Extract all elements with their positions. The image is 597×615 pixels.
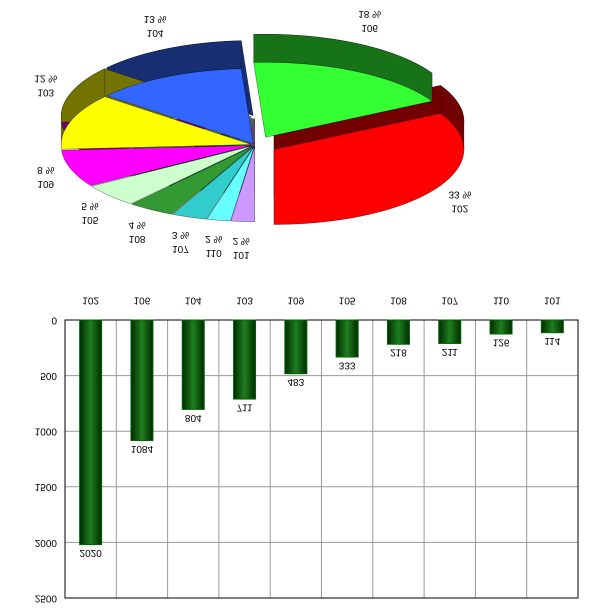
x-tick-label: 107 xyxy=(441,294,458,305)
y-tick-label: 1000 xyxy=(35,426,58,437)
bar xyxy=(438,319,462,344)
pie-category-label: 107 xyxy=(172,243,189,254)
x-tick-label: 103 xyxy=(236,294,253,305)
pie-category-label: 101 xyxy=(233,249,250,260)
pie-slice xyxy=(273,113,465,225)
x-tick-label: 101 xyxy=(544,294,561,305)
y-tick-label: 500 xyxy=(40,370,57,381)
x-tick-label: 109 xyxy=(288,294,305,305)
pie-value-label: 18 % xyxy=(358,8,381,19)
pie-category-label: 106 xyxy=(361,22,378,33)
plot-frame xyxy=(64,319,579,599)
bar-value-label: 483 xyxy=(288,376,305,387)
x-tick-label: 102 xyxy=(82,294,99,305)
pie-slice xyxy=(91,145,253,205)
x-tick-label: 106 xyxy=(134,294,151,305)
x-tick-label: 110 xyxy=(493,294,509,305)
pie-category-label: 104 xyxy=(147,27,164,38)
pie-slice xyxy=(253,62,433,138)
pie-category-label: 109 xyxy=(37,178,54,189)
pie-value-label: 13 % xyxy=(144,13,167,24)
pie-slice xyxy=(61,96,252,150)
bar-value-label: 333 xyxy=(339,359,356,370)
bar xyxy=(489,319,513,335)
bar xyxy=(284,319,308,375)
bar-value-label: 711 xyxy=(237,401,253,412)
pie-slice xyxy=(131,146,253,215)
pie-slice xyxy=(172,146,254,220)
bar-value-label: 218 xyxy=(390,347,407,358)
bar xyxy=(181,319,205,410)
bar xyxy=(335,319,359,358)
pie-slice xyxy=(230,146,255,222)
bar xyxy=(233,319,257,400)
bar xyxy=(540,319,564,334)
pie-category-label: 110 xyxy=(206,247,222,258)
bar-value-label: 1084 xyxy=(131,443,154,454)
pie-value-label: 4 % xyxy=(129,219,146,230)
x-tick-label: 108 xyxy=(390,294,407,305)
bar-value-label: 126 xyxy=(493,336,510,347)
pie-value-label: 2 % xyxy=(233,235,250,246)
bar-value-label: 2020 xyxy=(80,547,103,558)
pie-category-label: 102 xyxy=(452,202,469,213)
pie-value-label: 8 % xyxy=(37,164,54,175)
bar xyxy=(130,319,154,442)
pie-value-label: 12 % xyxy=(34,73,57,84)
bar-value-label: 114 xyxy=(544,335,560,346)
pie-category-label: 108 xyxy=(129,233,146,244)
pie-slice xyxy=(106,68,254,144)
y-tick-label: 2000 xyxy=(35,537,58,548)
pie-value-label: 5 % xyxy=(81,200,98,211)
bar-value-label: 211 xyxy=(442,346,458,357)
pie-value-label: 2 % xyxy=(205,233,222,244)
x-tick-label: 104 xyxy=(185,294,202,305)
y-tick-label: 0 xyxy=(51,314,57,325)
x-tick-label: 105 xyxy=(339,294,356,305)
y-tick-label: 1500 xyxy=(35,481,58,492)
bar-value-label: 804 xyxy=(185,412,202,423)
pie-value-label: 33 % xyxy=(448,188,471,199)
pie-value-label: 3 % xyxy=(172,229,189,240)
pie-category-label: 105 xyxy=(82,214,99,225)
y-tick-label: 2500 xyxy=(35,592,58,603)
bar xyxy=(79,319,103,546)
pie-category-label: 103 xyxy=(37,87,54,98)
bar xyxy=(386,319,410,345)
pie-slice xyxy=(61,145,252,186)
pie-slice xyxy=(206,146,255,222)
